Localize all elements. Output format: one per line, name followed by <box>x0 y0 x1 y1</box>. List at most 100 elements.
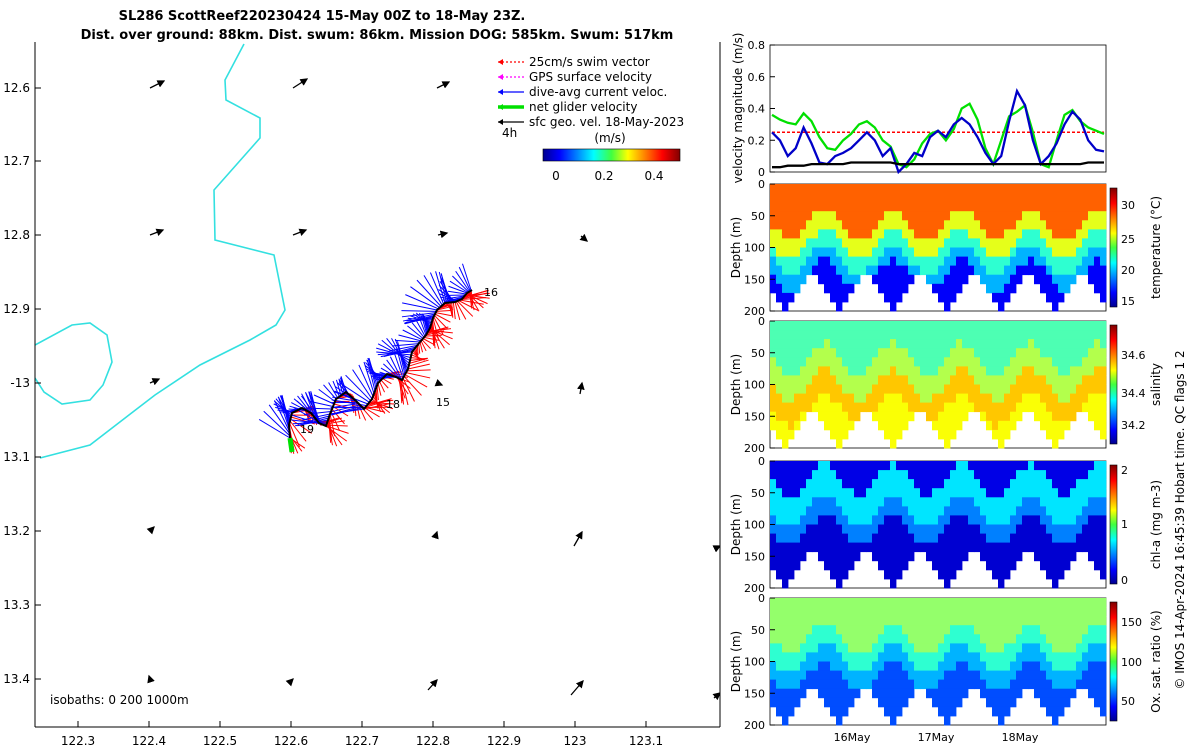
oxygen-cell <box>968 679 975 690</box>
salinity-cell <box>992 384 999 394</box>
chla-cell <box>968 515 975 525</box>
oxygen-cell <box>1064 697 1071 708</box>
chla-cell <box>914 524 921 534</box>
temperature-cell <box>1058 283 1065 294</box>
swim-vector <box>414 348 419 360</box>
salinity-cell <box>1082 330 1089 340</box>
salinity-cell <box>944 330 951 340</box>
sfc-velocity-arrow <box>437 230 449 239</box>
oxygen-cell <box>1082 607 1089 617</box>
salinity-cell <box>878 348 885 358</box>
salinity-cell <box>818 366 825 376</box>
chla-cell <box>950 560 957 571</box>
oxygen-cell <box>848 616 855 626</box>
salinity-cell <box>1100 366 1107 376</box>
speed-colorbar-tick: 0 <box>552 169 560 183</box>
chla-colorbar-label: chl-a (mg m-3) <box>1149 480 1163 569</box>
oxygen-cell <box>896 616 903 626</box>
temperature-cell <box>926 193 933 203</box>
temperature-cell <box>878 229 885 239</box>
chla-cell <box>1046 551 1053 562</box>
temperature-cell <box>1058 211 1065 221</box>
oxygen-cell <box>842 652 849 662</box>
temperature-cell <box>842 247 849 257</box>
chla-cell <box>932 470 939 480</box>
oxygen-cell <box>932 598 939 608</box>
salinity-cell <box>908 375 915 385</box>
temperature-cell <box>950 274 957 285</box>
temperature-cell <box>1100 283 1107 294</box>
salinity-cell <box>1076 330 1083 340</box>
chla-cell <box>872 533 879 544</box>
temperature-cell <box>980 220 987 230</box>
chla-cell <box>950 515 957 525</box>
oxygen-cell <box>806 598 813 608</box>
chla-cell <box>926 515 933 525</box>
oxygen-cell <box>1004 634 1011 644</box>
oxygen-cell <box>1058 661 1065 671</box>
temperature-cell <box>896 184 903 194</box>
temperature-cell <box>1016 238 1023 248</box>
oxygen-ytick-label: 150 <box>744 687 765 700</box>
chla-cell <box>1064 506 1071 516</box>
chla-cell <box>884 524 891 534</box>
oxygen-cell <box>992 697 999 708</box>
oxygen-cell <box>932 625 939 635</box>
chla-cell <box>842 569 849 580</box>
oxygen-cell <box>794 670 801 681</box>
oxygen-cell <box>818 679 825 690</box>
temperature-cell <box>836 229 843 239</box>
temperature-cell <box>890 256 897 267</box>
salinity-cell <box>1082 366 1089 376</box>
oxygen-cell <box>848 679 855 690</box>
chla-cell <box>932 533 939 544</box>
chla-cell <box>1094 470 1101 480</box>
oxygen-cell <box>998 688 1005 699</box>
oxygen-cell <box>998 661 1005 671</box>
temperature-cell <box>890 247 897 257</box>
swim-vector <box>431 321 435 346</box>
oxygen-cell <box>854 616 861 626</box>
oxygen-cell <box>926 688 933 699</box>
salinity-cell <box>956 330 963 340</box>
salinity-cell <box>974 348 981 358</box>
temperature-cell <box>962 193 969 203</box>
salinity-cell <box>980 330 987 340</box>
oxygen-cell <box>1100 616 1107 626</box>
swim-vector <box>454 301 461 321</box>
oxygen-cell <box>1016 652 1023 662</box>
oxygen-cell <box>824 625 831 635</box>
oxygen-cell <box>788 706 795 717</box>
temperature-cell <box>986 283 993 294</box>
chla-cell <box>770 470 777 480</box>
chla-cell <box>836 488 843 498</box>
chla-cell <box>1034 551 1041 562</box>
temperature-cell <box>1100 247 1107 257</box>
chla-cell <box>1010 515 1017 525</box>
oxygen-cell <box>914 661 921 671</box>
oxygen-cell <box>794 697 801 708</box>
temperature-cell <box>1082 238 1089 248</box>
temperature-cell <box>776 292 783 303</box>
temperature-cell <box>1004 292 1011 303</box>
salinity-colorbar-label: salinity <box>1149 363 1163 406</box>
oxygen-cell <box>878 697 885 708</box>
chla-cell <box>788 479 795 489</box>
chla-cell <box>878 542 885 553</box>
salinity-cell <box>1076 339 1083 349</box>
temperature-cell <box>836 292 843 303</box>
chla-cell <box>1052 542 1059 553</box>
chla-cell <box>1028 533 1035 544</box>
temperature-cell <box>830 202 837 212</box>
salinity-cell <box>794 411 801 422</box>
oxygen-cell <box>1040 598 1047 608</box>
current-vector <box>383 348 415 358</box>
oxygen-cell <box>1016 679 1023 690</box>
oxygen-cell <box>974 598 981 608</box>
oxygen-cell <box>890 643 897 653</box>
salinity-cell <box>1076 348 1083 358</box>
temperature-cell <box>986 202 993 212</box>
temperature-cell <box>1058 193 1065 203</box>
chla-cell <box>770 542 777 553</box>
temperature-cell <box>1010 283 1017 294</box>
